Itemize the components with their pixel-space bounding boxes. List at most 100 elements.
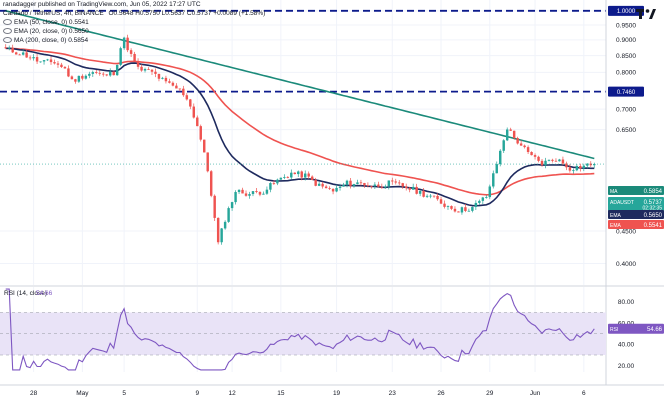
candle-body (63, 67, 67, 69)
candle-body (241, 189, 244, 194)
candle (49, 56, 53, 65)
price-tick-label: 0.9500 (616, 22, 636, 29)
candle (161, 76, 164, 80)
price-tick-label: 0.8000 (616, 70, 636, 77)
candle-body (404, 186, 408, 189)
candle (345, 179, 349, 188)
ema20-line (5, 47, 595, 207)
time-tick-label: 28 (30, 390, 38, 397)
price-tick-label: 0.8500 (616, 53, 636, 60)
ema20-legend[interactable]: EMA (20, close, 0) 0.5650 (3, 28, 92, 36)
candle-body (42, 60, 46, 62)
candle (481, 196, 485, 205)
publish-credit: ranadagger published on TradingView.com,… (3, 1, 201, 8)
candle (192, 103, 196, 119)
candle (234, 190, 237, 205)
candle (11, 44, 14, 53)
candle-body (25, 52, 28, 58)
candle-body (345, 180, 349, 185)
candle (425, 194, 429, 198)
candle-body (14, 52, 18, 55)
candle (143, 67, 147, 73)
candle-body (391, 180, 394, 182)
candle-body (324, 186, 328, 189)
candle-body (283, 177, 286, 178)
candle (370, 185, 373, 189)
candle (373, 182, 377, 190)
eye-icon[interactable] (3, 19, 12, 26)
candle-body (411, 186, 415, 190)
price-label-box (608, 197, 664, 211)
candle-body (133, 53, 136, 62)
candle (147, 67, 150, 70)
ma200-legend[interactable]: MA (200, close, 0) 0.5854 (3, 37, 91, 45)
candle (446, 205, 450, 210)
candle-body (359, 182, 363, 184)
candle (411, 183, 415, 190)
candle (460, 206, 464, 215)
rsi-title: RSI (14, close) (4, 290, 47, 297)
candle-body (192, 106, 196, 118)
eye-icon[interactable] (3, 37, 12, 44)
candle-body (586, 163, 589, 166)
candle-body (408, 188, 411, 190)
candle (509, 127, 512, 131)
candle-body (467, 210, 471, 212)
candle (321, 181, 324, 189)
candle (474, 200, 478, 210)
candle (4, 44, 7, 49)
candle-body (377, 184, 380, 187)
candle-body (304, 173, 307, 178)
candle-body (502, 140, 505, 151)
time-tick-label: 23 (389, 390, 397, 397)
candle (436, 193, 439, 201)
candle (359, 179, 363, 186)
candle (485, 195, 488, 199)
time-tick-label: May (76, 390, 89, 397)
price-label-value: 0.5737 (644, 200, 663, 206)
candle-body (547, 159, 551, 161)
candle (516, 136, 519, 145)
price-label-box (608, 186, 664, 195)
candle-body (112, 71, 115, 76)
candle-body (505, 129, 509, 141)
ema50-legend[interactable]: EMA (50, close, 0) 0.5541 (3, 19, 92, 27)
candle (164, 75, 168, 84)
ohlc-readout: O0.5648 H0.5750 L0.5637 C0.5737 +0.0089 … (108, 10, 266, 17)
candle-body (310, 176, 314, 180)
candle-body (568, 167, 572, 171)
candle (168, 78, 171, 84)
candle (366, 182, 370, 188)
time-tick-label: Jun (530, 390, 541, 397)
candle (317, 181, 321, 187)
candle-body (436, 195, 439, 200)
candle-body (544, 160, 547, 166)
candle (377, 181, 380, 188)
candle (88, 71, 91, 79)
candle-body (154, 71, 157, 74)
candle (230, 201, 234, 211)
candle (189, 98, 192, 110)
candle-body (537, 156, 540, 161)
candle-body (150, 69, 154, 72)
candle-body (432, 195, 436, 197)
candle (502, 139, 505, 154)
candle (248, 191, 251, 199)
candle (404, 183, 408, 191)
candle (586, 163, 589, 169)
candle (492, 170, 495, 189)
candle (14, 51, 18, 55)
candle (171, 81, 175, 87)
candle-body (342, 184, 345, 187)
candle (196, 115, 199, 127)
candle-body (161, 77, 164, 79)
candle-body (338, 186, 342, 188)
candle (77, 75, 81, 83)
eye-icon[interactable] (3, 28, 12, 35)
candle-body (398, 182, 401, 184)
candle-body (293, 172, 296, 175)
candle-body (551, 159, 554, 161)
candle-body (384, 186, 387, 188)
candle-body (429, 195, 432, 197)
